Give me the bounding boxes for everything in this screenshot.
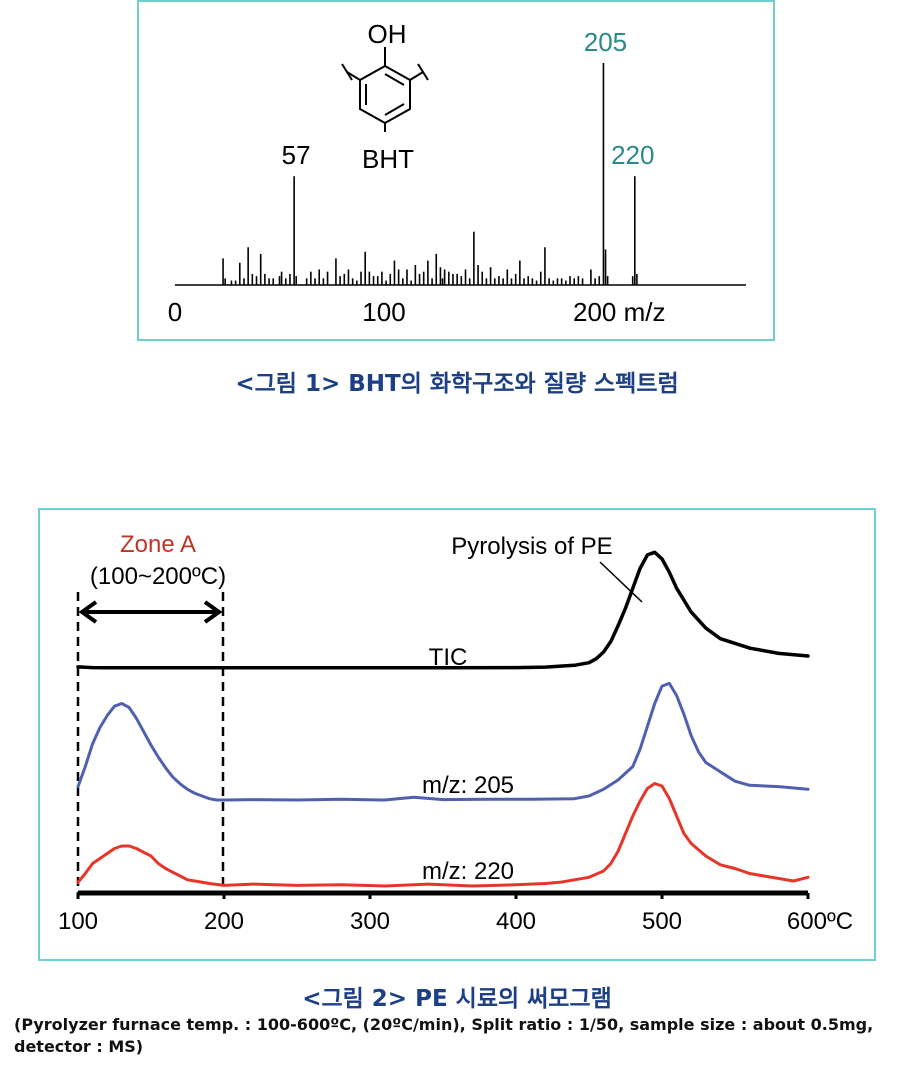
- series-line-mz220: [76, 782, 810, 888]
- temperature-axis: 100 200 300 400 500 600ºC: [58, 890, 853, 935]
- peak-label: 220: [611, 140, 654, 170]
- thermogram-chart: Zone A (100~200ºC) Pyrolysis of PE TIC m/…: [58, 531, 853, 935]
- series-line-tic: [76, 550, 810, 670]
- series-line-mz205: [76, 681, 810, 802]
- series-labels: TIC m/z: 205 m/z: 220: [422, 644, 514, 885]
- thermogram-series: [76, 550, 810, 888]
- x-tick-label: 200: [204, 908, 244, 935]
- figure2-caption: <그림 2> PE 시료의 써모그램: [302, 986, 612, 1012]
- zone-a-label: Zone A: [120, 531, 196, 558]
- experiment-conditions-note: (Pyrolyzer furnace temp. : 100-600ºC, (2…: [14, 1015, 874, 1056]
- zone-a-marker: [76, 592, 225, 893]
- peak-label: 205: [584, 27, 627, 57]
- x-axis: 0 100 200 m/z: [168, 284, 746, 327]
- x-tick-label: 300: [350, 908, 390, 935]
- figure1-caption: <그림 1> BHT의 화학구조와 질량 스펙트럼: [235, 371, 679, 397]
- pyrolysis-pointer: [599, 561, 643, 603]
- oh-label: OH: [368, 19, 407, 49]
- bht-structure-diagram: [341, 47, 429, 132]
- pyrolysis-label: Pyrolysis of PE: [451, 533, 612, 560]
- series-label: m/z: 220: [422, 858, 514, 885]
- x-tick-label: 200 m/z: [573, 297, 666, 327]
- peak-label: 57: [282, 140, 311, 170]
- zone-range-label: (100~200ºC): [90, 563, 226, 590]
- x-tick-label: 400: [496, 908, 536, 935]
- peak-labels: 57 205 220: [282, 27, 655, 170]
- x-tick-label: 600ºC: [787, 908, 853, 935]
- spectrum-peaks: [222, 63, 638, 285]
- series-label: m/z: 205: [422, 772, 514, 799]
- thermogram-panel: Zone A (100~200ºC) Pyrolysis of PE TIC m/…: [38, 508, 876, 961]
- x-tick-label: 0: [168, 297, 182, 327]
- x-tick-label: 100: [362, 297, 405, 327]
- mass-spectrum-chart: OH BHT 0 100 200 m/z 57 205 220: [168, 19, 746, 327]
- compound-label: BHT: [362, 144, 414, 174]
- x-tick-label: 500: [642, 908, 682, 935]
- series-label: TIC: [429, 644, 468, 671]
- mass-spectrum-panel: OH BHT 0 100 200 m/z 57 205 220: [137, 0, 775, 341]
- x-tick-label: 100: [58, 908, 98, 935]
